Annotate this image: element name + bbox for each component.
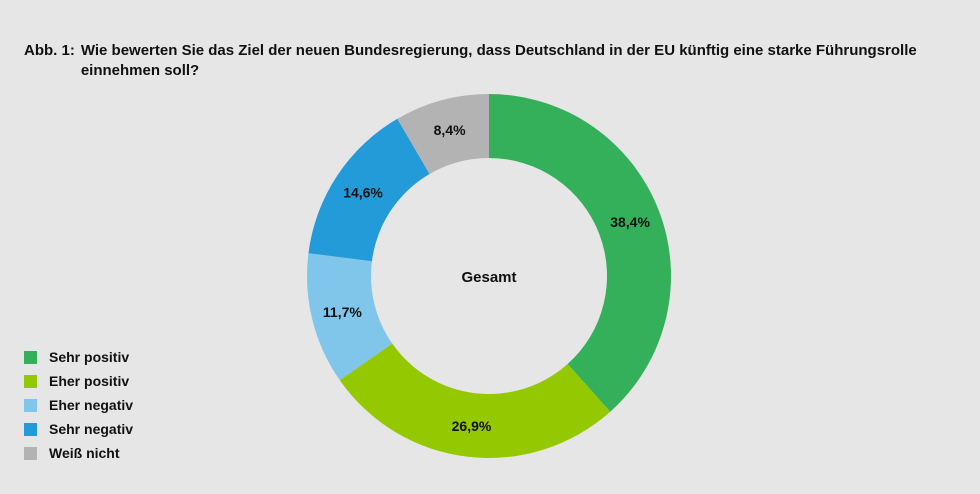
legend-swatch	[24, 350, 37, 364]
donut-slice	[307, 253, 393, 381]
donut-slice-labels: 38,4% 26,9% 11,7% 14,6% 8,4%	[323, 122, 651, 434]
center-label: Gesamt	[461, 269, 516, 286]
donut-slices	[307, 94, 672, 459]
slice-data-label: 8,4%	[434, 122, 466, 138]
legend-label: Sehr negativ	[49, 421, 134, 437]
donut-slice	[339, 343, 611, 459]
chart-title: Abb. 1: Wie bewerten Sie das Ziel der ne…	[24, 41, 954, 81]
legend-item: Eher negativ	[24, 393, 133, 417]
legend-label: Eher positiv	[49, 373, 130, 389]
slice-data-label: 11,7%	[323, 304, 362, 320]
donut-slice	[308, 118, 430, 262]
donut-slice	[489, 94, 672, 412]
legend: Sehr positiv Eher positiv Eher negativ Sehr…	[24, 345, 133, 465]
legend-swatch	[24, 374, 37, 388]
legend-swatch	[24, 422, 37, 436]
figure-number: Abb. 1:	[24, 42, 75, 59]
slice-data-label: 38,4%	[610, 214, 650, 230]
slice-data-label: 14,6%	[343, 185, 383, 201]
legend-label: Eher negativ	[49, 397, 134, 413]
question-text: Wie bewerten Sie das Ziel der neuen Bund…	[80, 42, 917, 79]
legend-swatch	[24, 398, 37, 412]
slice-data-label: 26,9%	[452, 418, 492, 434]
legend-item: Eher positiv	[24, 369, 133, 393]
legend-item: Sehr negativ	[24, 417, 133, 441]
legend-label: Sehr positiv	[49, 349, 130, 365]
legend-item: Sehr positiv	[24, 345, 133, 369]
legend-label: Weiß nicht	[49, 445, 120, 461]
legend-item: Weiß nicht	[24, 441, 133, 465]
legend-swatch	[24, 446, 37, 460]
donut-slice	[397, 94, 489, 175]
